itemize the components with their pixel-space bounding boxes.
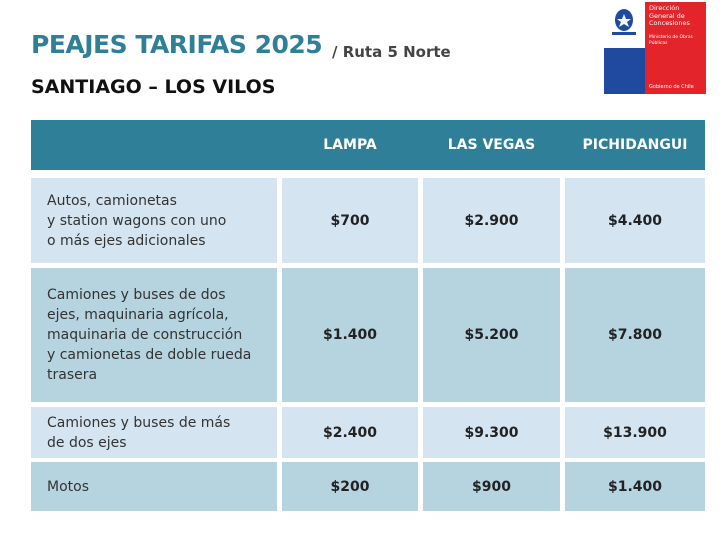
price: $700 bbox=[282, 178, 418, 263]
logo-government: Gobierno de Chile bbox=[649, 84, 694, 90]
route: / Ruta 5 Norte bbox=[332, 43, 451, 61]
title: PEAJES TARIFAS 2025 bbox=[31, 30, 323, 59]
column-header: LAMPA bbox=[323, 137, 377, 153]
price: $9.300 bbox=[423, 407, 560, 458]
price: $1.400 bbox=[282, 268, 418, 402]
logo bbox=[604, 2, 706, 94]
subtitle: SANTIAGO – LOS VILOS bbox=[31, 76, 276, 98]
price: $13.900 bbox=[565, 407, 705, 458]
vehicle-type: Camiones y buses de más de dos ejes bbox=[31, 407, 277, 458]
price: $1.400 bbox=[565, 462, 705, 511]
price: $4.400 bbox=[565, 178, 705, 263]
price: $7.800 bbox=[565, 268, 705, 402]
vehicle-type: Motos bbox=[31, 462, 277, 511]
logo-agency: Dirección General de Concesiones bbox=[649, 4, 690, 27]
vehicle-type: Autos, camionetas y station wagons con u… bbox=[31, 178, 277, 263]
column-header: PICHIDANGUI bbox=[582, 137, 688, 153]
price: $5.200 bbox=[423, 268, 560, 402]
logo-ministry: Ministerio de Obras Públicas bbox=[649, 35, 693, 46]
column-header: LAS VEGAS bbox=[447, 137, 536, 153]
price: $2.900 bbox=[423, 178, 560, 263]
price: $900 bbox=[423, 462, 560, 511]
header-row bbox=[31, 120, 705, 170]
price: $2.400 bbox=[282, 407, 418, 458]
vehicle-type: Camiones y buses de dos ejes, maquinaria… bbox=[31, 268, 277, 402]
price: $200 bbox=[282, 462, 418, 511]
